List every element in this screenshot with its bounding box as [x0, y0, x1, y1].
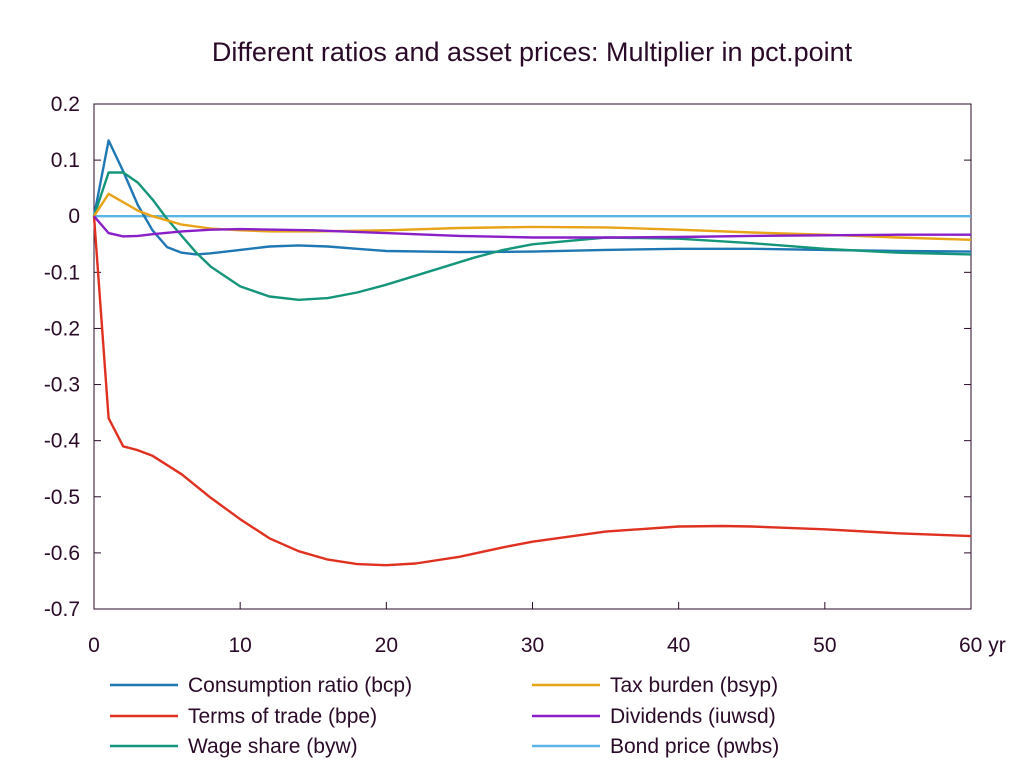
series-line-2 — [92, 171, 972, 301]
x-tick-label: 50 — [813, 634, 836, 657]
legend-label: Tax burden (bsyp) — [610, 674, 778, 697]
series-line-0 — [92, 139, 972, 256]
legend-label: Wage share (byw) — [188, 735, 358, 758]
x-tick-label: 30 — [521, 634, 544, 657]
y-tick-label: 0.2 — [51, 93, 80, 116]
legend-label: Consumption ratio (bcp) — [188, 674, 412, 697]
legend-label: Dividends (iuwsd) — [610, 705, 776, 728]
x-tick-label: 20 — [375, 634, 398, 657]
chart-title: Different ratios and asset prices: Multi… — [212, 37, 853, 67]
y-tick-label: -0.6 — [44, 542, 80, 565]
axis-ticks: 0.2 0.1 0 -0.1 -0.2 -0.3 -0.4 -0.5 -0.6 -0.7 0 10 20… — [44, 93, 1006, 657]
y-tick-label: -0.5 — [44, 486, 80, 509]
y-tick-label: -0.2 — [44, 317, 80, 340]
y-tick-label: -0.3 — [44, 374, 80, 397]
legend-label: Terms of trade (bpe) — [188, 705, 377, 728]
legend: Consumption ratio (bcp) Terms of trade (b… — [110, 674, 779, 758]
series-line-4 — [93, 215, 971, 239]
legend-label: Bond price (pwbs) — [610, 735, 779, 758]
series-group — [92, 139, 972, 567]
plot-frame — [93, 103, 972, 610]
plot-area-border — [93, 103, 972, 610]
y-tick-label: 0 — [68, 205, 80, 228]
x-tick-label: 10 — [228, 634, 251, 657]
y-tick-label: -0.4 — [44, 430, 81, 453]
x-tick-label: 0 — [88, 634, 100, 657]
x-tick-label: 40 — [667, 634, 690, 657]
series-line-1 — [92, 216, 972, 567]
y-tick-label: 0.1 — [51, 149, 80, 172]
y-tick-label: -0.1 — [44, 261, 80, 284]
x-tick-label: 60 yr — [959, 634, 1006, 657]
y-tick-label: -0.7 — [44, 598, 80, 621]
